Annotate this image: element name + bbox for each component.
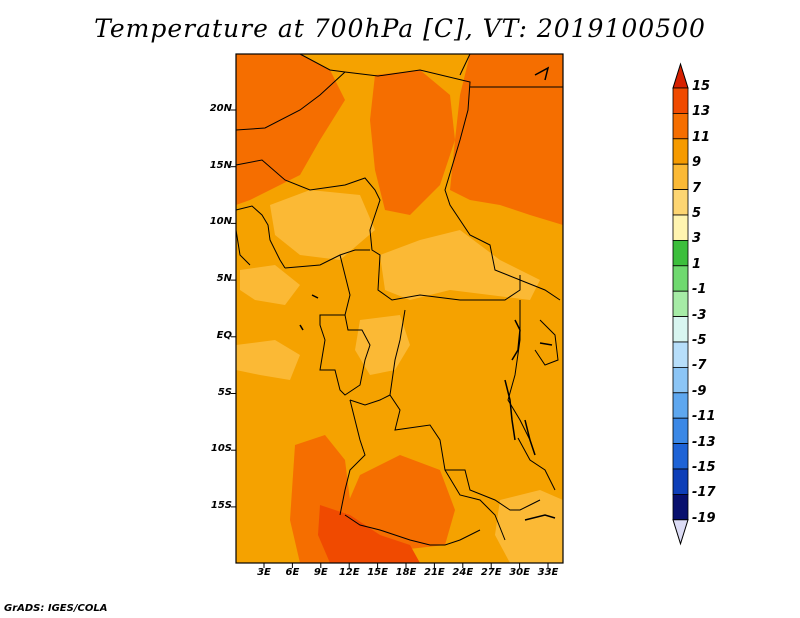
colorbar-label: -15 (692, 460, 716, 475)
colorbar-label: 15 (692, 79, 711, 94)
lat-label: 5S (217, 386, 232, 398)
credit-text: GrADS: IGES/COLA (4, 603, 108, 614)
lat-label: 10N (209, 216, 232, 228)
lon-label: 15E (367, 567, 388, 578)
water-outlines (299, 66, 556, 521)
lat-label: 15S (210, 499, 232, 511)
cool-region-central (380, 230, 540, 300)
country-borders (235, 53, 563, 546)
lon-label: 33E (537, 567, 559, 578)
lon-label: 3E (257, 567, 271, 578)
colorbar-swatch (672, 239, 689, 267)
warm-region-north-central (370, 70, 455, 215)
lat-label: EQ (216, 329, 232, 341)
colorbar-swatch (672, 316, 689, 343)
colorbar-label: -17 (692, 485, 716, 501)
cool-region-north (270, 190, 375, 260)
colorbar-swatch (672, 189, 689, 216)
colorbar-bottom-arrow (672, 519, 689, 546)
warm-region-south (345, 455, 455, 550)
colorbar-swatch (672, 163, 689, 190)
map-frame (235, 53, 564, 564)
colorbar-top-arrow (672, 62, 689, 89)
map-panel (235, 53, 564, 564)
lon-label: 12E (338, 567, 360, 578)
cool-region-equator (236, 340, 300, 380)
chart-title: Temperature at 700hPa [C], VT: 201910050… (94, 14, 706, 43)
lon-label: 21E (424, 567, 445, 578)
colorbar-swatch (672, 290, 689, 318)
colorbar-label: 1 (692, 256, 702, 272)
colorbar-swatch (672, 87, 689, 114)
colorbar-swatch (672, 417, 689, 445)
cool-region-southeast (495, 490, 563, 563)
colorbar-swatch (672, 493, 689, 521)
colorbar-swatch (672, 138, 689, 165)
colorbar-label: -1 (692, 282, 707, 298)
lon-label: 9E (313, 567, 328, 578)
colorbar-label: 13 (692, 104, 711, 120)
colorbar-label: 5 (692, 206, 702, 221)
colorbar-label: -11 (692, 409, 716, 425)
colorbar-label: 11 (692, 129, 711, 145)
hot-region-south (318, 505, 420, 563)
cool-region-west (240, 265, 300, 305)
lon-label: 6E (285, 567, 300, 578)
colorbar-label: -19 (692, 510, 716, 526)
lon-label: 18E (395, 567, 417, 578)
colorbar-swatch (672, 468, 689, 495)
colorbar-label: -3 (692, 307, 707, 323)
lat-label: 20N (209, 103, 232, 114)
lon-label: 24E (452, 567, 474, 578)
colorbar-label: -7 (692, 358, 707, 374)
colorbar-swatch (672, 341, 689, 368)
colorbar-label: -9 (692, 383, 707, 399)
colorbar-swatch (672, 443, 689, 470)
colorbar-label: -5 (692, 333, 707, 348)
colorbar-swatch (672, 366, 689, 394)
colorbar-swatch (672, 265, 689, 292)
lat-label: 15N (209, 159, 232, 171)
warm-region-northwest (236, 54, 345, 205)
lon-label: 30E (509, 567, 530, 578)
lon-label: 27E (480, 567, 502, 578)
colorbar-label: 3 (692, 231, 702, 247)
lat-label: 10S (210, 443, 232, 455)
colorbar-label: 9 (692, 155, 702, 171)
colorbar-swatch (672, 392, 689, 419)
colorbar-label: -13 (692, 434, 716, 450)
lat-label: 5N (216, 273, 232, 285)
colorbar-swatch (672, 113, 689, 140)
colorbar-label: 7 (692, 180, 702, 196)
colorbar-swatch (672, 214, 689, 241)
colorbar (672, 62, 689, 546)
warm-region-northeast (450, 54, 563, 225)
cool-region-inland (355, 315, 410, 375)
